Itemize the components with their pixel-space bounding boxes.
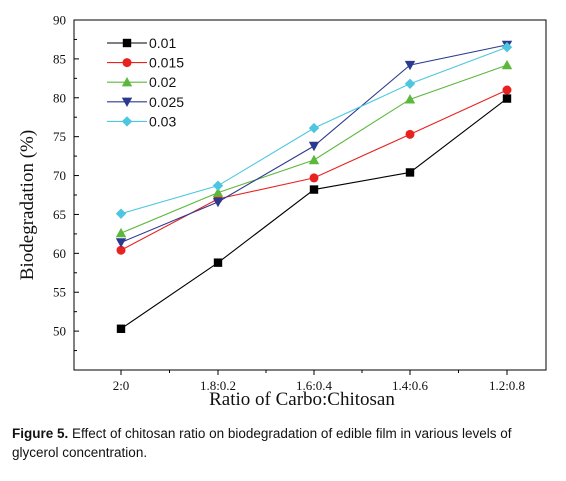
data-point bbox=[116, 324, 126, 333]
legend-label: 0.01 bbox=[149, 35, 176, 51]
data-point bbox=[404, 78, 416, 89]
y-tick-label: 85 bbox=[53, 51, 66, 66]
data-point bbox=[212, 197, 224, 208]
legend-marker bbox=[121, 77, 133, 87]
data-point bbox=[502, 85, 512, 95]
figure-caption-text: Effect of chitosan ratio on biodegradati… bbox=[12, 426, 512, 460]
figure-caption: Figure 5. Effect of chitosan ratio on bi… bbox=[12, 424, 557, 462]
y-tick-label: 60 bbox=[53, 246, 66, 261]
legend-label: 0.03 bbox=[149, 113, 176, 129]
data-point bbox=[116, 245, 126, 255]
x-tick-label: 1.4:0.6 bbox=[392, 378, 429, 393]
legend-marker bbox=[122, 38, 132, 48]
data-point bbox=[309, 185, 319, 194]
figure-label: Figure 5. bbox=[12, 426, 69, 441]
y-tick-label: 80 bbox=[53, 90, 66, 105]
x-tick-label: 1.8:0.2 bbox=[200, 378, 236, 393]
plot-frame bbox=[73, 19, 547, 371]
y-axis-title: Biodegradation (%) bbox=[17, 130, 38, 280]
data-point bbox=[213, 258, 223, 267]
data-point bbox=[309, 173, 319, 183]
legend-label: 0.025 bbox=[149, 94, 184, 110]
data-point bbox=[308, 154, 320, 165]
legend-label: 0.015 bbox=[149, 55, 184, 71]
data-point bbox=[212, 180, 224, 191]
plot-area: 50 55 60 65 70 75 80 85 90 2:0 1.8:0.2 1.6:0.4 1.4:0… bbox=[53, 13, 547, 393]
data-point bbox=[404, 94, 416, 104]
y-tick-label: 65 bbox=[53, 207, 66, 222]
y-tick-label: 50 bbox=[53, 324, 66, 339]
series-line-0.015 bbox=[120, 89, 508, 251]
y-tick-label: 90 bbox=[53, 13, 66, 28]
legend-label: 0.02 bbox=[149, 74, 176, 90]
data-point bbox=[115, 238, 127, 248]
y-tick-label: 55 bbox=[53, 285, 66, 300]
x-tick-label: 1.6:0.4 bbox=[296, 378, 333, 393]
x-tick-label: 2:0 bbox=[113, 378, 130, 393]
y-tick-label: 70 bbox=[53, 168, 66, 183]
legend-marker bbox=[121, 97, 133, 107]
legend-marker bbox=[121, 116, 133, 127]
biodegradation-chart: 50 55 60 65 70 75 80 85 90 2:0 1.8:0.2 1.6:0.4 1.4:0… bbox=[17, 13, 547, 410]
legend: 0.01 0.015 0.02 0.025 0.03 bbox=[107, 35, 184, 129]
legend-marker bbox=[122, 58, 132, 68]
y-tick-label: 75 bbox=[53, 129, 66, 144]
data-point bbox=[308, 141, 320, 152]
data-point bbox=[115, 208, 127, 219]
data-point bbox=[501, 59, 513, 70]
data-point bbox=[502, 94, 512, 103]
data-point bbox=[115, 227, 127, 238]
x-axis-title: Ratio of Carbo:Chitosan bbox=[209, 389, 395, 410]
data-point bbox=[405, 168, 415, 177]
data-point bbox=[308, 122, 320, 134]
data-point bbox=[405, 129, 415, 139]
data-point bbox=[212, 187, 224, 197]
data-point bbox=[404, 60, 416, 71]
x-tick-label: 1.2:0.8 bbox=[489, 378, 525, 393]
data-point bbox=[501, 42, 513, 53]
